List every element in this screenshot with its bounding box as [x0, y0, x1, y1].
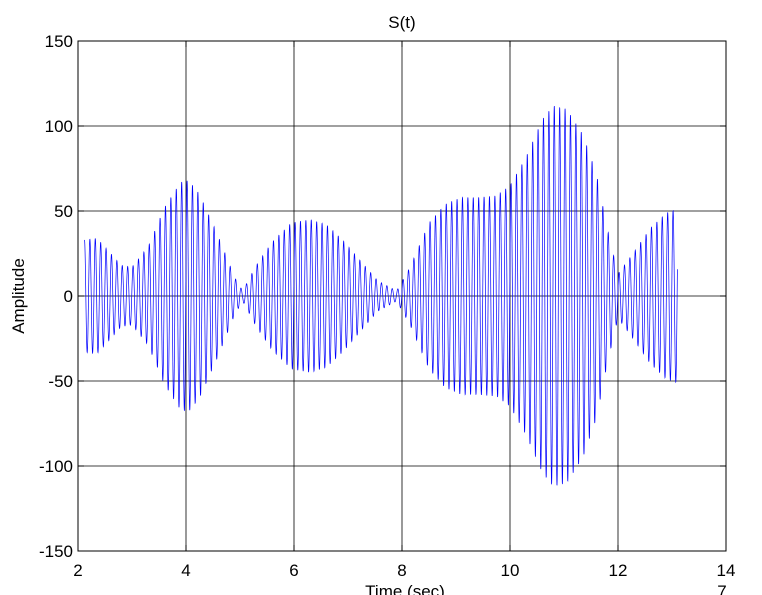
- x-tick-label: 4: [181, 561, 190, 580]
- signal-series: [84, 105, 678, 486]
- x-tick-label: 2: [73, 561, 82, 580]
- axis-ticks: [77, 40, 727, 552]
- signal-line: [84, 105, 678, 486]
- y-tick-labels: -150 -100 -50 0 50 100 150: [39, 32, 73, 561]
- chart-title: S(t): [388, 13, 415, 32]
- x-tick-label: 6: [289, 561, 298, 580]
- y-tick-label: 150: [45, 32, 73, 51]
- x-tick-labels: 2 4 6 8 10 12 14: [73, 561, 735, 580]
- corner-label: 7: [717, 582, 726, 595]
- y-tick-label: 100: [45, 117, 73, 136]
- y-tick-label: 50: [54, 202, 73, 221]
- y-tick-label: 0: [64, 287, 73, 306]
- x-tick-label: 8: [397, 561, 406, 580]
- x-axis-label: Time (sec): [365, 582, 445, 595]
- y-tick-label: -100: [39, 457, 73, 476]
- x-tick-label: 12: [609, 561, 628, 580]
- y-tick-label: -150: [39, 542, 73, 561]
- x-tick-label: 10: [501, 561, 520, 580]
- y-axis-label: Amplitude: [9, 258, 28, 334]
- x-tick-label: 14: [717, 561, 736, 580]
- y-tick-label: -50: [48, 372, 73, 391]
